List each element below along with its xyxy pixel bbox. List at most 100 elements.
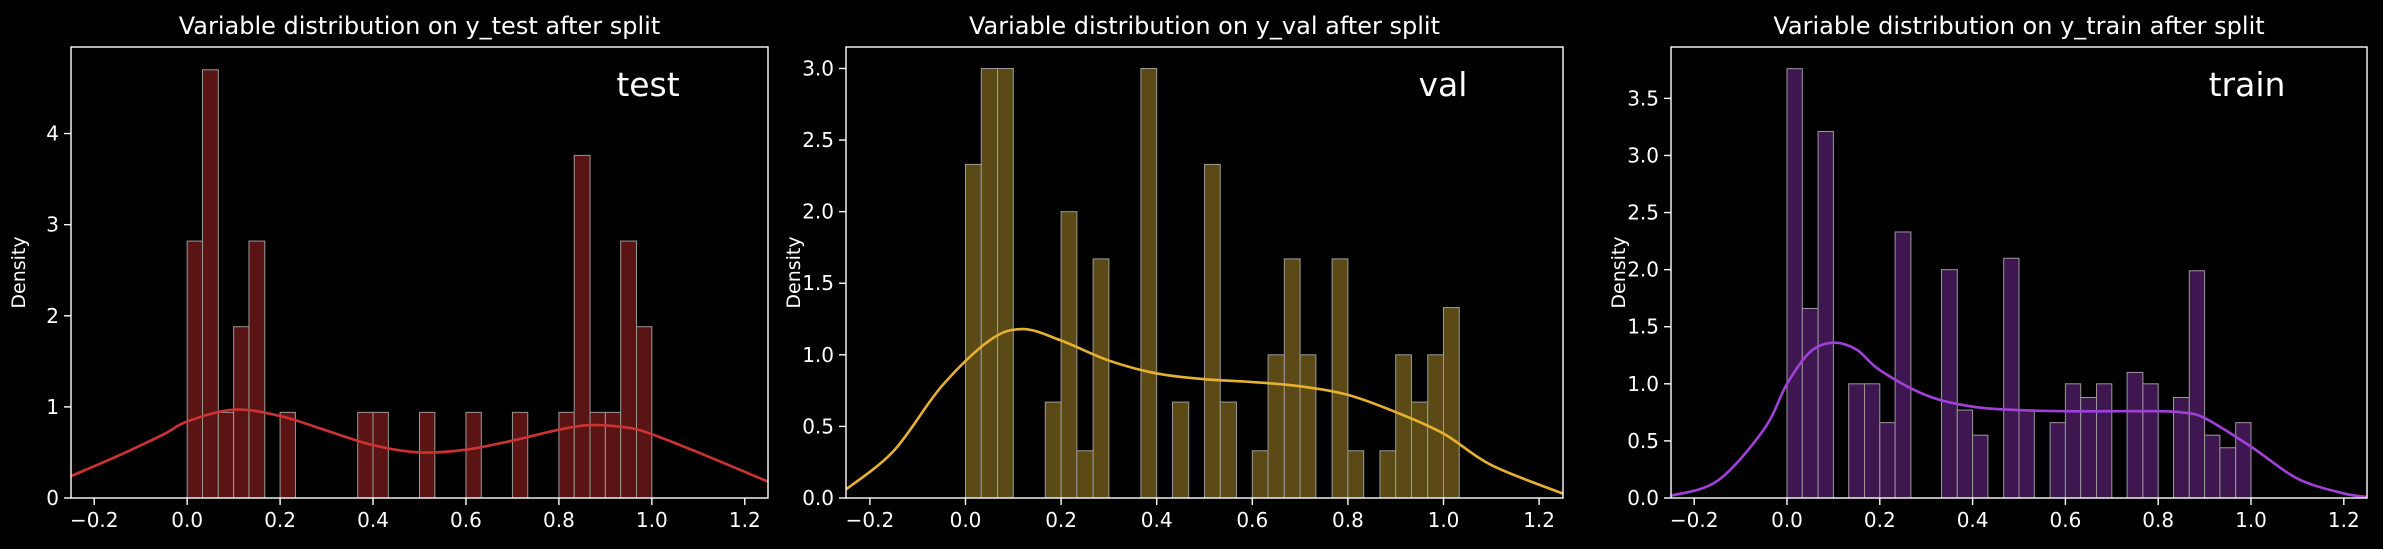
train-bar [2126,371,2144,499]
train-y-tick-label: 3.5 [1627,86,1659,110]
test-y-tick-label: 1 [46,395,59,419]
test-x-tick-label: 1.2 [729,508,761,532]
train-x-tick-label: −0.2 [1670,508,1719,532]
train-x-ticks: −0.2 0.0 0.2 0.4 0.6 0.8 1.0 1.2 [1670,498,2360,532]
train-bar [2142,383,2159,499]
test-x-tick-label: 0.2 [264,508,296,532]
test-bar [217,411,235,499]
train-bar [1879,422,1896,499]
test-x-tick-label: 0.4 [357,508,389,532]
train-y-tick-label: 2.0 [1627,258,1659,282]
val-y-ticks: 0.0 0.5 1.0 1.5 2.0 2.5 3.0 [802,56,846,510]
train-x-tick-label: 0.4 [1957,508,1989,532]
val-bar [1299,354,1317,499]
test-bar [186,240,203,499]
val-y-tick-label: 3.0 [802,56,834,80]
val-x-tick-label: 0.2 [1045,508,1077,532]
val-bar [980,67,999,499]
test-x-tick-label: 0.6 [450,508,482,532]
train-y-tick-label: 3.0 [1627,143,1659,167]
test-bar [573,154,591,499]
val-y-tick-label: 0.5 [802,414,834,438]
val-x-tick-label: −0.2 [846,508,895,532]
test-axes-frame [70,46,769,499]
test-x-ticks: −0.2 0.0 0.2 0.4 0.6 0.8 1.0 1.2 [70,498,761,532]
panel-val: −0.2 0.0 0.2 0.4 0.6 0.8 1.0 1.2 0.0 0.5 1.0 1.5 2.… [783,12,1564,532]
train-bar [1956,409,1974,499]
test-annotation: test [616,65,679,104]
train-x-tick-label: 1.0 [2235,508,2267,532]
val-bar [1044,401,1062,499]
test-bar [636,326,653,499]
val-axes-frame [845,46,1564,499]
test-bar [279,411,296,499]
val-y-tick-label: 2.0 [802,200,834,224]
train-bar [1863,383,1881,499]
train-bar [1817,130,1834,499]
train-y-tick-label: 2.5 [1627,201,1659,225]
val-y-tick-label: 2.5 [802,128,834,152]
val-bar [1395,354,1412,499]
train-annotation: train [2209,65,2286,104]
train-bar [2095,383,2113,499]
val-chart-title: Variable distribution on y_val after spl… [969,12,1440,40]
test-bar [511,411,529,499]
val-y-tick-label: 0.0 [802,486,834,510]
val-x-tick-label: 0.4 [1141,508,1173,532]
train-bar [2003,257,2020,499]
train-bar [1786,68,1803,499]
test-y-ticks: 0 1 2 3 4 [46,122,71,510]
panel-test: −0.2 0.0 0.2 0.4 0.6 0.8 1.0 1.2 0 1 2 3 4 Variable… [8,12,769,532]
train-bar [2188,270,2206,499]
val-bar [1092,258,1110,499]
test-chart-title: Variable distribution on y_test after sp… [179,12,661,40]
train-x-tick-label: 0.6 [2049,508,2081,532]
val-x-tick-label: 0.0 [950,508,982,532]
test-bar [357,411,374,499]
test-x-tick-label: 0.8 [543,508,575,532]
val-bar [1267,354,1285,499]
train-bar [2235,422,2252,499]
train-y-axis-label: Density [1608,236,1630,308]
val-bar [1076,450,1094,499]
train-x-tick-label: 0.2 [1864,508,1896,532]
train-y-tick-label: 1.5 [1627,315,1659,339]
test-bars [186,69,653,499]
train-bar [2219,447,2237,499]
train-bar [1848,383,1865,499]
train-y-tick-label: 0.5 [1627,429,1659,453]
train-bar [2204,434,2221,499]
test-bar [372,411,389,499]
train-kde-curve [1671,341,2367,498]
train-y-tick-label: 0.0 [1627,486,1659,510]
test-bar [248,240,266,499]
train-y-tick-label: 1.0 [1627,372,1659,396]
val-bar [1204,163,1221,499]
test-x-tick-label: 0.0 [171,508,203,532]
train-x-tick-label: 0.8 [2142,508,2174,532]
train-bar [1894,231,1912,499]
val-bar [1379,450,1397,499]
val-y-axis-label: Density [783,236,805,308]
val-bar [1410,401,1429,499]
train-x-tick-label: 1.2 [2328,508,2360,532]
train-bar [1972,434,1989,499]
val-bar [1347,450,1365,499]
val-annotation: val [1419,65,1468,104]
test-y-tick-label: 0 [46,486,59,510]
panel-train: −0.2 0.0 0.2 0.4 0.6 0.8 1.0 1.2 0.0 0.5 1.0 1.5 2.… [1608,12,2368,532]
test-x-tick-label: −0.2 [70,508,119,532]
test-bar [233,326,250,499]
train-x-tick-label: 0.0 [1771,508,1803,532]
train-bar [2049,422,2066,499]
val-x-tick-label: 1.0 [1428,508,1460,532]
val-x-tick-label: 0.6 [1236,508,1268,532]
val-y-tick-label: 1.0 [802,343,834,367]
val-bar [1219,401,1238,499]
val-bar [1060,211,1078,499]
val-bar [1251,450,1269,499]
val-bar [1443,307,1460,499]
train-bars [1786,68,2252,499]
test-y-tick-label: 4 [46,122,59,146]
